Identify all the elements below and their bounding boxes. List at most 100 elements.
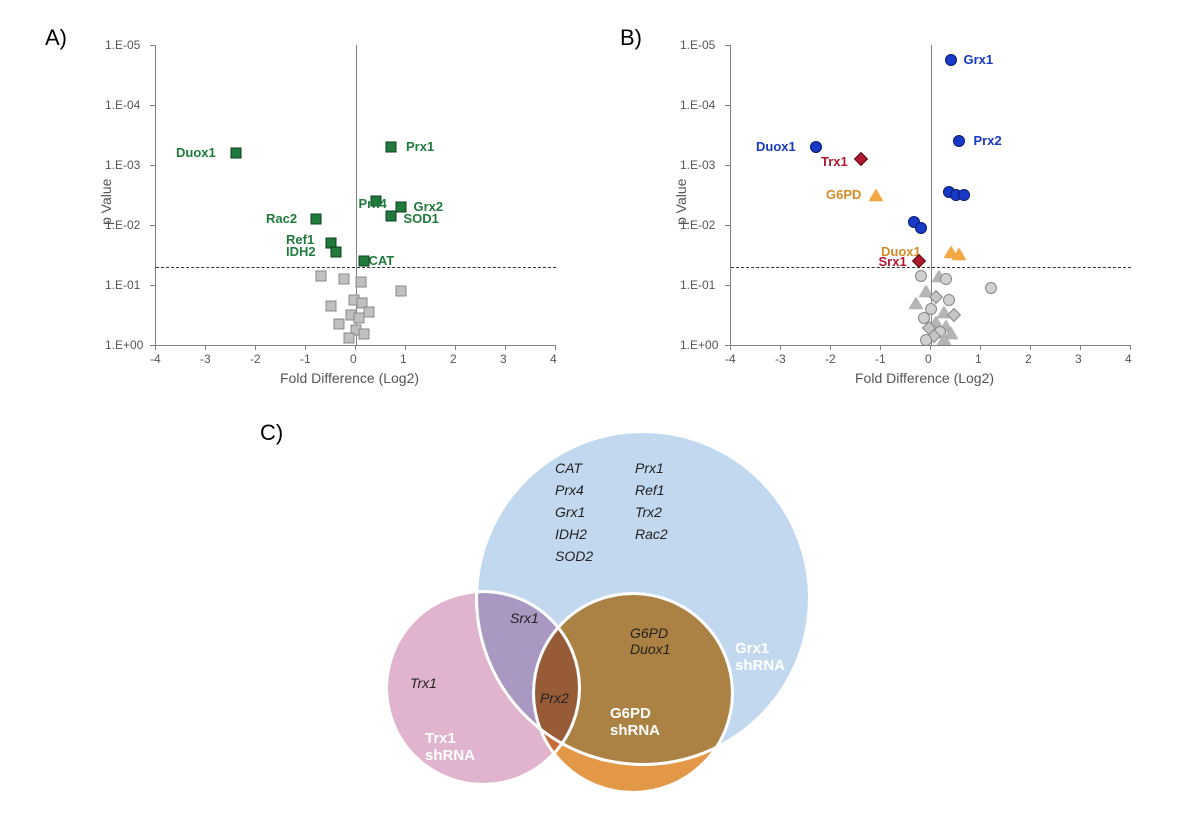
y-tick-label: 1.E-05: [105, 38, 140, 52]
point-label: Duox1: [176, 145, 216, 160]
x-tick-label: 4: [1125, 352, 1132, 366]
plot-b-xlabel: Fold Difference (Log2): [855, 370, 994, 386]
x-tick: [205, 345, 206, 350]
x-tick-label: 2: [450, 352, 457, 366]
panel-a-plot: Duox1Prx1Prx4Grx2SOD1Rac2Ref1IDH2CAT p V…: [80, 35, 570, 395]
x-tick-label: -2: [825, 352, 836, 366]
point-label: Prx4: [359, 196, 387, 211]
circle-marker: [915, 222, 927, 234]
square-marker: [326, 301, 337, 312]
circle-marker: [945, 54, 957, 66]
venn-text: Ref1: [635, 482, 665, 498]
square-marker: [331, 247, 342, 258]
x-tick-label: 3: [1075, 352, 1082, 366]
y-tick-label: 1.E-03: [680, 158, 715, 172]
x-tick-label: 1: [400, 352, 407, 366]
plot-b-area: Grx1Duox1Prx2Trx1G6PDDuox1Srx1: [730, 45, 1131, 346]
square-marker: [396, 286, 407, 297]
x-tick: [730, 345, 731, 350]
point-label: Grx1: [964, 52, 994, 67]
venn-text: Rac2: [635, 526, 668, 542]
diamond-marker: [854, 152, 868, 166]
x-tick-label: -3: [200, 352, 211, 366]
x-tick: [255, 345, 256, 350]
x-tick-label: -2: [250, 352, 261, 366]
y-tick: [725, 285, 730, 286]
panel-c-venn: CATPrx1Prx4Ref1Grx1Trx2IDH2Rac2SOD2Srx1G…: [330, 425, 890, 795]
venn-text: IDH2: [555, 526, 587, 542]
x-tick: [155, 345, 156, 350]
x-tick-label: -1: [875, 352, 886, 366]
triangle-marker: [909, 297, 923, 309]
point-label: Trx1: [821, 154, 848, 169]
x-tick-label: 3: [500, 352, 507, 366]
y-tick: [725, 345, 730, 346]
circle-marker: [985, 282, 997, 294]
x-tick-label: 4: [550, 352, 557, 366]
venn-text: Trx1 shRNA: [425, 730, 475, 764]
venn-text: Grx1 shRNA: [735, 640, 785, 674]
venn-text: G6PD shRNA: [610, 705, 660, 739]
square-marker: [386, 211, 397, 222]
square-marker: [358, 329, 369, 340]
y-tick-label: 1.E-02: [105, 218, 140, 232]
y-tick-label: 1.E+00: [105, 338, 143, 352]
x-tick: [1130, 345, 1131, 350]
figure-container: A) Duox1Prx1Prx4Grx2SOD1Rac2Ref1IDH2CAT …: [20, 20, 1180, 799]
y-tick: [150, 165, 155, 166]
x-tick-label: 0: [350, 352, 357, 366]
x-tick: [355, 345, 356, 350]
x-tick: [555, 345, 556, 350]
x-tick-label: -3: [775, 352, 786, 366]
y-tick: [150, 105, 155, 106]
plot-a-threshold: [156, 267, 556, 268]
x-tick-label: -4: [725, 352, 736, 366]
x-tick: [880, 345, 881, 350]
venn-text: SOD2: [555, 548, 593, 564]
point-label: Duox1: [756, 139, 796, 154]
y-tick: [150, 285, 155, 286]
y-tick-label: 1.E-05: [680, 38, 715, 52]
point-label: Srx1: [879, 254, 907, 269]
venn-text: Grx1: [555, 504, 585, 520]
point-label: CAT: [369, 253, 395, 268]
square-marker: [343, 332, 354, 343]
venn-text: Prx1: [635, 460, 664, 476]
triangle-marker: [869, 189, 883, 201]
triangle-marker: [937, 333, 951, 345]
x-tick-label: 2: [1025, 352, 1032, 366]
plot-b-threshold: [731, 267, 1131, 268]
y-tick: [150, 345, 155, 346]
square-marker: [316, 271, 327, 282]
x-tick: [780, 345, 781, 350]
square-marker: [358, 256, 369, 267]
venn-text: Prx2: [540, 690, 569, 706]
y-tick-label: 1.E-03: [105, 158, 140, 172]
x-tick: [505, 345, 506, 350]
venn-text: Prx4: [555, 482, 584, 498]
point-label: G6PD: [826, 187, 861, 202]
square-marker: [353, 313, 364, 324]
point-label: SOD1: [404, 211, 439, 226]
x-tick-label: -1: [300, 352, 311, 366]
x-tick-label: -4: [150, 352, 161, 366]
y-tick-label: 1.E-02: [680, 218, 715, 232]
x-tick: [1030, 345, 1031, 350]
circle-marker: [940, 273, 952, 285]
x-tick-label: 1: [975, 352, 982, 366]
point-label: IDH2: [286, 244, 316, 259]
point-label: Prx2: [974, 133, 1002, 148]
x-tick: [830, 345, 831, 350]
venn-text: G6PD Duox1: [630, 625, 670, 657]
square-marker: [231, 148, 242, 159]
panel-b-plot: Grx1Duox1Prx2Trx1G6PDDuox1Srx1 p Value F…: [655, 35, 1145, 395]
square-marker: [333, 319, 344, 330]
venn-text: Trx2: [635, 504, 662, 520]
circle-marker: [953, 135, 965, 147]
circle-marker: [958, 189, 970, 201]
square-marker: [338, 274, 349, 285]
panel-a-label: A): [45, 25, 67, 51]
y-tick: [725, 165, 730, 166]
y-tick-label: 1.E-04: [105, 98, 140, 112]
y-tick-label: 1.E-01: [105, 278, 140, 292]
